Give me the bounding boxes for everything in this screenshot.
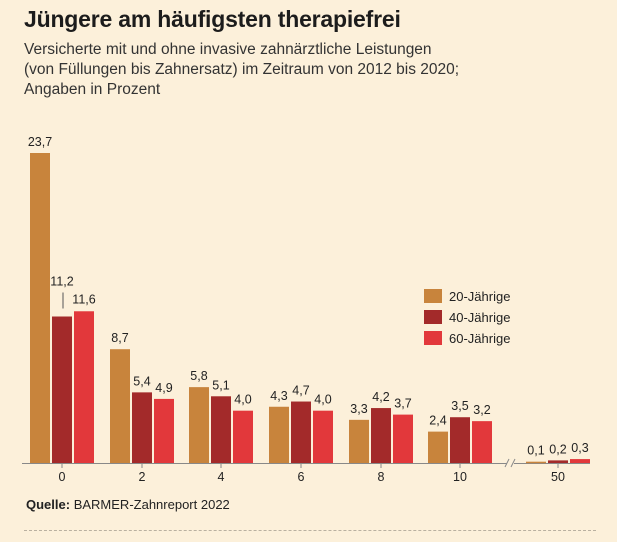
legend-swatch bbox=[424, 331, 442, 345]
data-label: 4,3 bbox=[270, 389, 287, 403]
data-label: 11,2 bbox=[50, 275, 73, 289]
x-tick-label: 4 bbox=[218, 470, 225, 484]
x-tick-label: 50 bbox=[551, 470, 565, 484]
data-label: 5,4 bbox=[133, 374, 150, 388]
bar bbox=[349, 419, 369, 463]
source-label: Quelle: bbox=[26, 497, 71, 512]
data-label: 4,2 bbox=[372, 390, 389, 404]
bar bbox=[154, 398, 174, 463]
axis-break-mark bbox=[510, 458, 516, 468]
x-tick-label: 2 bbox=[139, 470, 146, 484]
bar bbox=[428, 431, 448, 463]
subtitle-line: (von Füllungen bis Zahnersatz) im Zeitra… bbox=[24, 61, 460, 78]
data-label: 0,2 bbox=[549, 442, 566, 456]
x-tick-label: 0 bbox=[59, 470, 66, 484]
data-label: 5,8 bbox=[190, 369, 207, 383]
legend-label: 60-Jährige bbox=[449, 331, 510, 346]
chart-title: Jüngere am häufigsten therapiefrei bbox=[24, 6, 401, 32]
subtitle-line: Versicherte mit und ohne invasive zahnär… bbox=[24, 41, 432, 58]
bar bbox=[211, 396, 231, 463]
data-label: 4,0 bbox=[314, 393, 331, 407]
bar bbox=[450, 417, 470, 463]
x-tick-label: 10 bbox=[453, 470, 467, 484]
bar bbox=[472, 421, 492, 463]
data-label: 0,1 bbox=[527, 444, 544, 458]
data-label: 4,0 bbox=[234, 393, 251, 407]
bar bbox=[548, 460, 568, 463]
data-label: 11,6 bbox=[72, 292, 95, 306]
data-label: 8,7 bbox=[111, 331, 128, 345]
source-note: Quelle: BARMER-Zahnreport 2022 bbox=[26, 497, 230, 512]
data-label: 3,2 bbox=[473, 403, 490, 417]
bar bbox=[110, 349, 130, 463]
dashed-divider bbox=[24, 530, 596, 531]
data-label: 5,1 bbox=[212, 378, 229, 392]
data-label: 3,3 bbox=[350, 402, 367, 416]
bar bbox=[313, 410, 333, 463]
data-label: 2,4 bbox=[429, 414, 446, 428]
data-label: 4,7 bbox=[292, 384, 309, 398]
bar bbox=[393, 414, 413, 463]
bar bbox=[74, 311, 94, 463]
bar bbox=[291, 401, 311, 463]
bar bbox=[30, 153, 50, 463]
source-text: BARMER-Zahnreport 2022 bbox=[73, 497, 230, 512]
axis-break-gap bbox=[507, 459, 514, 468]
data-label: 3,7 bbox=[394, 397, 411, 411]
legend-swatch bbox=[424, 310, 442, 324]
legend-label: 20-Jährige bbox=[449, 289, 510, 304]
data-label: 0,3 bbox=[571, 441, 588, 455]
bar bbox=[132, 392, 152, 463]
x-tick-label: 8 bbox=[378, 470, 385, 484]
axis-break-mark bbox=[504, 458, 510, 468]
legend-label: 40-Jährige bbox=[449, 310, 510, 325]
bar bbox=[371, 408, 391, 463]
bar bbox=[189, 387, 209, 463]
legend-swatch bbox=[424, 289, 442, 303]
data-label: 3,5 bbox=[451, 399, 468, 413]
subtitle-line: Angaben in Prozent bbox=[24, 81, 161, 98]
bar bbox=[52, 316, 72, 463]
bar bbox=[526, 461, 546, 464]
x-tick-label: 6 bbox=[298, 470, 305, 484]
data-label: 4,9 bbox=[155, 381, 172, 395]
data-label: 23,7 bbox=[28, 135, 52, 149]
bar bbox=[269, 406, 289, 463]
bar bbox=[570, 459, 590, 463]
bar bbox=[233, 410, 253, 463]
chart-subtitle: Versicherte mit und ohne invasive zahnär… bbox=[24, 40, 604, 100]
